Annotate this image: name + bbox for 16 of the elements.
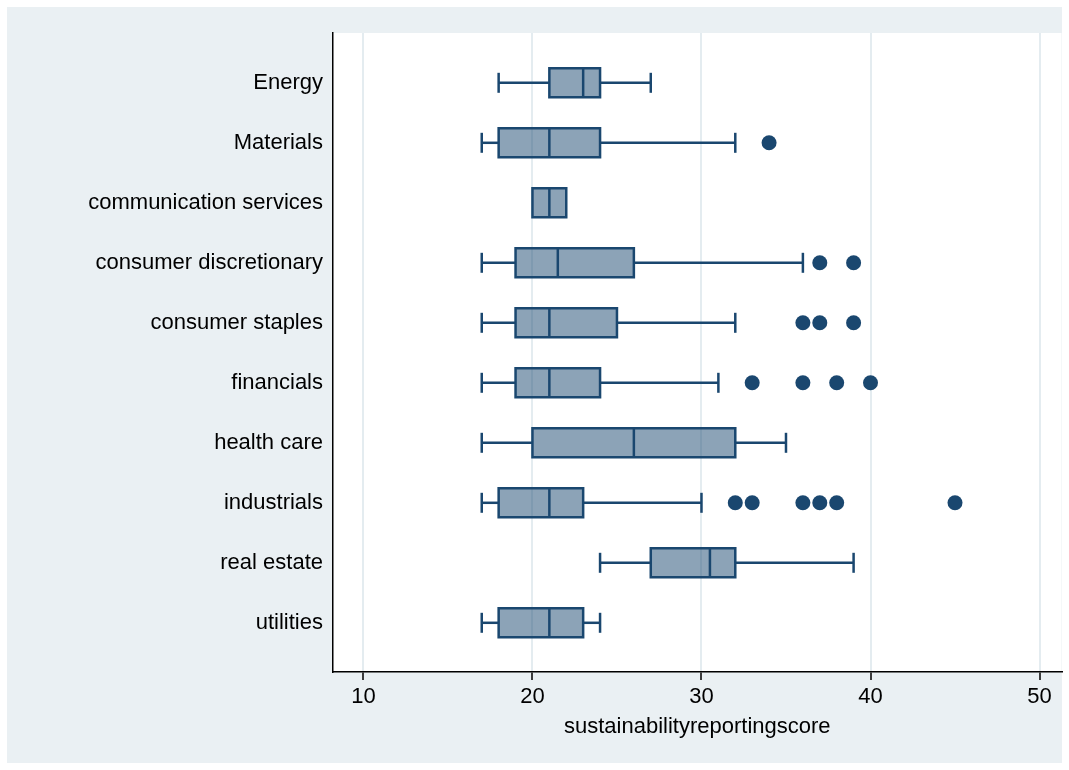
- x-tick-label: 30: [689, 683, 714, 709]
- y-tick-label: consumer staples: [150, 308, 323, 334]
- y-tick-label: real estate: [220, 548, 323, 574]
- x-tick-label: 20: [520, 683, 545, 709]
- y-tick-label: utilities: [255, 608, 323, 634]
- x-tick-label: 50: [1027, 683, 1052, 709]
- y-tick-label: industrials: [223, 488, 323, 514]
- x-axis-title: sustainabilityreportingscore: [563, 712, 831, 738]
- y-tick-label: health care: [214, 428, 323, 454]
- y-tick-label: communication services: [88, 188, 323, 214]
- y-tick-label: financials: [231, 368, 323, 394]
- y-tick-label: Energy: [253, 68, 323, 94]
- x-tick-label: 40: [858, 683, 883, 709]
- y-tick-label: consumer discretionary: [95, 248, 323, 274]
- y-tick-label: Materials: [233, 128, 323, 154]
- x-tick-label: 10: [351, 683, 376, 709]
